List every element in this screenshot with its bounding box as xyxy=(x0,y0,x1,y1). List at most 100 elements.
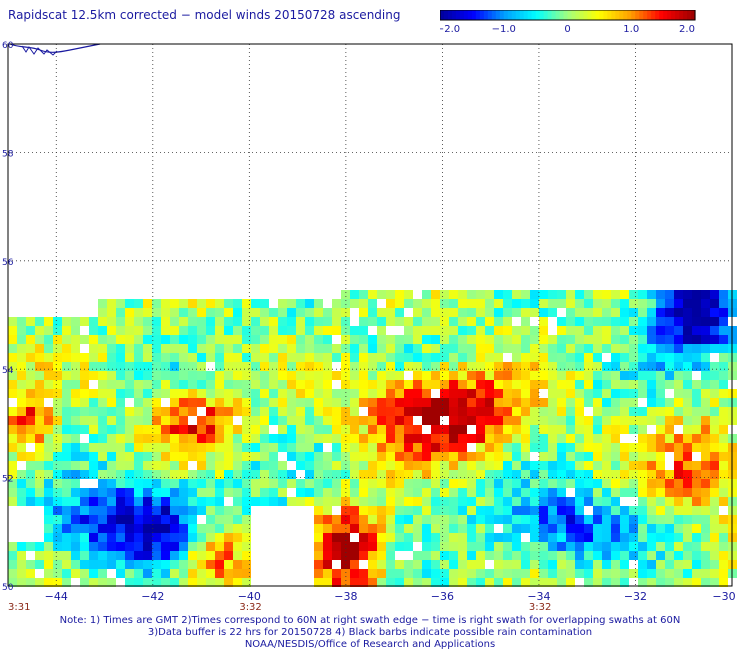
swath-cell xyxy=(332,569,341,578)
swath-cell xyxy=(35,326,44,335)
swath-cell xyxy=(143,353,152,362)
swath-cell xyxy=(287,578,296,587)
swath-cell xyxy=(566,317,575,326)
swath-cell xyxy=(503,371,512,380)
swath-cell xyxy=(611,470,620,479)
swath-cell xyxy=(602,524,611,533)
swath-cell xyxy=(8,524,17,533)
swath-cell xyxy=(476,308,485,317)
swath-cell xyxy=(287,299,296,308)
swath-cell xyxy=(89,452,98,461)
swath-cell xyxy=(674,290,683,299)
swath-cell xyxy=(233,326,242,335)
swath-cell xyxy=(602,299,611,308)
swath-cell xyxy=(179,407,188,416)
swath-cell xyxy=(377,398,386,407)
swath-cell xyxy=(350,353,359,362)
colorbar-cell xyxy=(663,10,668,20)
swath-cell xyxy=(503,398,512,407)
swath-cell xyxy=(611,533,620,542)
swath-cell xyxy=(611,569,620,578)
swath-cell xyxy=(44,434,53,443)
swath-cell xyxy=(404,497,413,506)
swath-cell xyxy=(449,506,458,515)
swath-cell xyxy=(674,452,683,461)
swath-cell xyxy=(467,551,476,560)
swath-cell xyxy=(521,362,530,371)
swath-cell xyxy=(449,353,458,362)
swath-cell xyxy=(26,380,35,389)
swath-cell xyxy=(404,407,413,416)
swath-cell xyxy=(476,551,485,560)
swath-cell xyxy=(701,353,710,362)
swath-cell xyxy=(278,479,287,488)
swath-cell xyxy=(44,371,53,380)
swath-cell xyxy=(701,344,710,353)
swath-cell xyxy=(170,362,179,371)
swath-cell xyxy=(377,443,386,452)
swath-cell xyxy=(476,443,485,452)
swath-cell xyxy=(53,353,62,362)
swath-cell xyxy=(143,560,152,569)
swath-cell xyxy=(602,515,611,524)
swath-cell xyxy=(296,506,305,515)
swath-cell xyxy=(305,551,314,560)
swath-cell xyxy=(656,533,665,542)
swath-cell xyxy=(467,317,476,326)
swath-cell xyxy=(467,479,476,488)
swath-cell xyxy=(251,542,260,551)
colorbar-cell xyxy=(659,10,664,20)
swath-cell xyxy=(98,461,107,470)
swath-cell xyxy=(242,560,251,569)
swath-cell xyxy=(332,461,341,470)
swath-cell xyxy=(530,434,539,443)
swath-cell xyxy=(638,371,647,380)
swath-cell xyxy=(305,497,314,506)
swath-cell xyxy=(269,497,278,506)
swath-cell xyxy=(647,506,656,515)
swath-cell xyxy=(26,560,35,569)
swath-cell xyxy=(278,362,287,371)
latitude-label: 52 xyxy=(2,475,13,485)
swath-cell xyxy=(557,308,566,317)
swath-cell xyxy=(278,542,287,551)
swath-cell xyxy=(413,569,422,578)
swath-cell xyxy=(44,407,53,416)
swath-cell xyxy=(359,380,368,389)
swath-cell xyxy=(386,344,395,353)
swath-cell xyxy=(296,308,305,317)
swath-cell xyxy=(17,371,26,380)
swath-cell xyxy=(620,299,629,308)
swath-cell xyxy=(530,461,539,470)
swath-cell xyxy=(269,416,278,425)
swath-cell xyxy=(692,371,701,380)
swath-cell xyxy=(602,497,611,506)
swath-cell xyxy=(260,452,269,461)
swath-cell xyxy=(224,497,233,506)
swath-cell xyxy=(44,362,53,371)
swath-cell xyxy=(305,434,314,443)
swath-cell xyxy=(44,560,53,569)
swath-cell xyxy=(26,497,35,506)
swath-cell xyxy=(548,560,557,569)
swath-cell xyxy=(647,380,656,389)
swath-cell xyxy=(647,425,656,434)
colorbar-cell xyxy=(639,10,644,20)
swath-cell xyxy=(26,335,35,344)
swath-cell xyxy=(548,299,557,308)
swath-cell xyxy=(683,434,692,443)
swath-cell xyxy=(17,317,26,326)
swath-cell xyxy=(269,515,278,524)
swath-cell xyxy=(260,389,269,398)
swath-cell xyxy=(359,479,368,488)
swath-cell xyxy=(539,398,548,407)
swath-cell xyxy=(692,497,701,506)
swath-cell xyxy=(224,551,233,560)
swath-cell xyxy=(314,380,323,389)
swath-cell xyxy=(107,353,116,362)
swath-cell xyxy=(413,335,422,344)
swath-cell xyxy=(683,542,692,551)
longitude-label: −36 xyxy=(431,590,454,603)
swath-cell xyxy=(179,398,188,407)
swath-cell xyxy=(287,416,296,425)
